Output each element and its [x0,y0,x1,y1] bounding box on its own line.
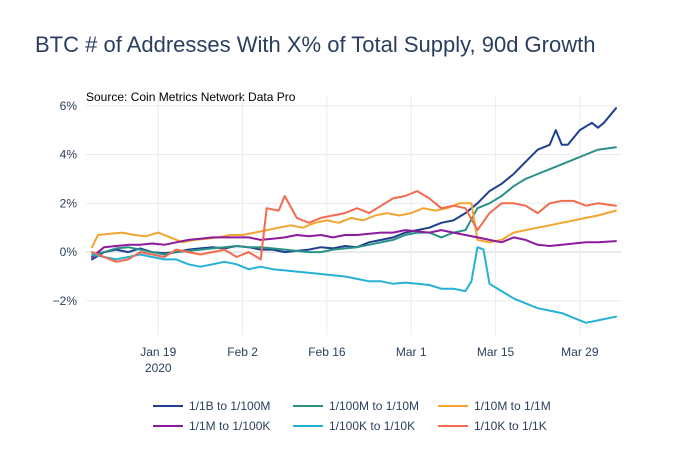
series-line-4 [91,229,617,258]
series-line-6 [91,190,617,263]
x-tick-label-year: 2020 [145,361,172,375]
x-tick-label: Feb 16 [308,345,346,359]
x-tick-label: Mar 29 [561,345,599,359]
legend-label: 1/100M to 1/10M [329,399,419,413]
chart-title: BTC # of Addresses With X% of Total Supp… [35,32,595,57]
y-tick-label: 6% [60,99,78,113]
legend: 1/1B to 1/100M 1/100M to 1/10M 1/10M to 1/… [153,399,551,433]
legend-label: 1/10K to 1/1K [474,419,547,433]
x-tick-label: Jan 19 [140,345,176,359]
plot-lines [91,107,617,324]
x-tick-label: Mar 15 [477,345,515,359]
legend-label: 1/100K to 1/10K [329,419,415,433]
y-tick-label: 0% [60,245,78,259]
legend-label: 1/1B to 1/100M [189,399,270,413]
series-line-5 [91,246,617,324]
y-axis: −2% 0% 2% 4% 6% [53,99,78,308]
chart-subtitle: Source: Coin Metrics Network Data Pro [86,90,296,104]
y-tick-label: −2% [53,294,78,308]
series-line-3 [91,202,617,249]
y-tick-label: 2% [60,196,78,210]
legend-label: 1/1M to 1/100K [189,419,270,433]
x-tick-label: Mar 1 [396,345,427,359]
x-tick-label: Feb 2 [227,345,258,359]
y-tick-label: 4% [60,148,78,162]
series-line-2 [91,146,617,256]
gridlines [86,96,622,335]
legend-label: 1/10M to 1/1M [474,399,551,413]
x-axis: Jan 19 2020 Feb 2 Feb 16 Mar 1 Mar 15 Mar 29 [140,345,599,375]
